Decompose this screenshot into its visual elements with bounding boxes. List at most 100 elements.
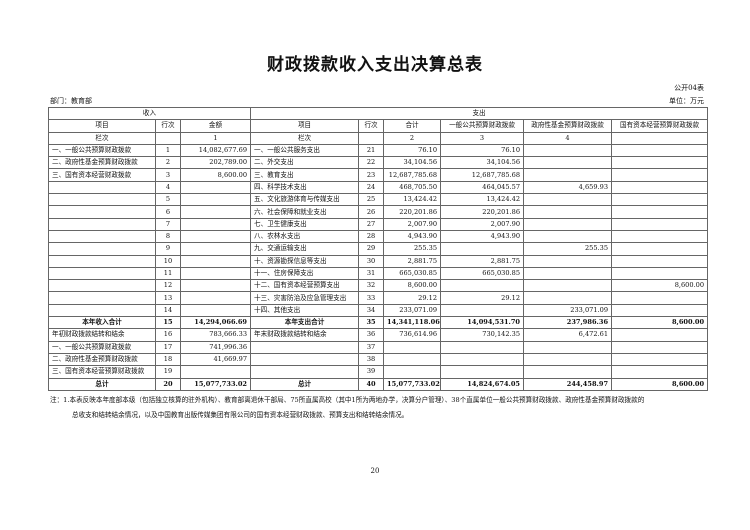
income-line-cell: 18 <box>155 352 181 367</box>
total-cell <box>383 352 442 367</box>
expense-line-cell: 30 <box>358 254 385 268</box>
govfund-cell <box>523 340 613 354</box>
total-cell: 255.35 <box>383 242 442 256</box>
expense-item-header: 项目 <box>250 119 360 133</box>
govfund-header: 政府性基金预算财政拨款 <box>523 119 613 133</box>
income-item-cell <box>48 279 156 293</box>
total-cell: 8,600.00 <box>383 279 442 293</box>
income-amount-cell <box>179 266 252 281</box>
income-amount-cell <box>179 242 252 256</box>
general-cell: 665,030.85 <box>440 266 525 281</box>
govfund-cell <box>523 217 613 231</box>
unit-label: 单位：万元 <box>669 97 704 105</box>
income-line-cell: 2 <box>155 156 181 170</box>
stateown-cell <box>611 180 709 195</box>
stateown-cell: 8,600.00 <box>611 316 709 330</box>
govfund-cell <box>523 168 613 182</box>
income-item-header: 项目 <box>48 119 156 133</box>
income-line-cell: 13 <box>155 291 181 305</box>
income-item-cell: 二、政府性基金预算财政拨款 <box>48 352 156 367</box>
stateown-cell <box>611 156 709 170</box>
income-line-cell: 8 <box>155 229 181 244</box>
footnote: 注：1.本表反映本年度部本级（包括独立核算的驻外机构）、教育部离退休干部局、75… <box>50 393 710 423</box>
total-cell: 15,077,733.02 <box>383 377 442 391</box>
expense-line-cell: 33 <box>358 291 385 305</box>
total-cell: 34,104.56 <box>383 156 442 170</box>
income-item-cell: 三、国有资本经营财政拨款 <box>48 168 156 182</box>
income-amount-cell: 783,666.33 <box>179 328 252 342</box>
govfund-cell: 6,472.61 <box>523 328 613 342</box>
income-item-cell: 年初财政拨款结转和结余 <box>48 328 156 342</box>
income-item-cell: 总计 <box>48 377 156 391</box>
column-number-row: 栏次 1 栏次 2 3 4 <box>48 131 709 145</box>
col-number: 3 <box>440 131 525 145</box>
govfund-cell <box>523 291 613 305</box>
govfund-cell: 255.35 <box>523 242 613 256</box>
table-row: 年初财政拨款结转和结余 16 783,666.33 年末财政拨款结转和结余 36 736,… <box>48 328 709 342</box>
income-item-cell <box>48 242 156 256</box>
govfund-cell: 237,986.36 <box>523 316 613 330</box>
col-label: 栏次 <box>48 131 156 145</box>
stateown-cell <box>611 217 709 231</box>
total-cell: 2,007.90 <box>383 217 442 231</box>
expense-item-cell: 十二、国有资本经营预算支出 <box>250 279 360 293</box>
income-amount-cell <box>179 365 252 379</box>
income-line-cell: 11 <box>155 266 181 281</box>
expense-item-cell: 八、农林水支出 <box>250 229 360 244</box>
income-header: 收入 <box>47 106 252 121</box>
expense-item-cell: 十、资源勘探信息等支出 <box>250 254 360 268</box>
expense-line-cell: 40 <box>358 377 385 391</box>
income-line-cell: 16 <box>155 328 181 342</box>
income-item-cell <box>48 266 156 281</box>
general-cell: 4,943.90 <box>440 229 525 244</box>
stateown-cell <box>611 328 709 342</box>
income-amount-cell <box>179 291 252 305</box>
general-cell: 12,687,785.68 <box>440 168 525 182</box>
group-header-row: 收入 支出 <box>47 106 709 121</box>
income-item-cell <box>48 217 156 231</box>
income-line-cell: 17 <box>155 340 181 354</box>
income-amount-cell: 14,082,677.69 <box>179 143 252 158</box>
department-label: 部门：教育部 <box>50 97 92 105</box>
general-cell <box>440 352 525 367</box>
govfund-cell: 233,071.09 <box>523 303 613 318</box>
expense-line-cell: 39 <box>358 365 385 379</box>
amount-header: 金额 <box>179 119 252 133</box>
general-header: 一般公共预算财政拨款 <box>440 119 525 133</box>
income-line-cell: 19 <box>155 365 181 379</box>
income-line-cell: 10 <box>155 254 181 268</box>
govfund-cell <box>523 193 613 207</box>
col-number: 2 <box>383 131 442 145</box>
stateown-cell <box>611 365 709 379</box>
expense-item-cell: 四、科学技术支出 <box>250 180 360 195</box>
expense-item-cell <box>250 365 360 379</box>
income-item-cell <box>48 291 156 305</box>
income-amount-cell <box>179 180 252 195</box>
general-cell <box>440 279 525 293</box>
income-item-cell: 一、一般公共预算财政拨款 <box>48 340 156 354</box>
income-amount-cell: 15,077,733.02 <box>179 377 252 391</box>
table-row: 4 四、科学技术支出 24 468,705.50 464,045.57 4,659.93 <box>48 180 709 195</box>
expense-item-cell: 年末财政拨款结转和结余 <box>250 328 360 342</box>
table-row: 11 十一、住房保障支出 31 665,030.85 665,030.85 <box>48 266 709 281</box>
general-cell <box>440 242 525 256</box>
total-cell: 468,705.50 <box>383 180 442 195</box>
col-label: 栏次 <box>250 131 360 145</box>
govfund-cell <box>523 205 613 219</box>
table-row: 13 十三、灾害防治及应急管理支出 33 29.12 29.12 <box>48 291 709 305</box>
table-row: 二、政府性基金预算财政拨款 2 202,789.00 二、外交支出 22 34,104.5… <box>48 156 709 170</box>
table-row: 9 九、交通运输支出 29 255.35 255.35 <box>48 242 709 256</box>
total-cell <box>383 340 442 354</box>
empty-cell <box>358 131 385 145</box>
income-line-cell: 1 <box>155 143 181 158</box>
income-line-cell: 7 <box>155 217 181 231</box>
total-cell: 29.12 <box>383 291 442 305</box>
stateown-cell: 8,600.00 <box>611 377 709 391</box>
income-item-cell: 一、一般公共预算财政拨款 <box>48 143 156 158</box>
total-cell: 220,201.86 <box>383 205 442 219</box>
income-item-cell: 二、政府性基金预算财政拨款 <box>48 156 156 170</box>
expense-item-cell: 总计 <box>250 377 360 391</box>
expense-line-cell: 35 <box>358 316 385 330</box>
form-number: 公开04表 <box>674 84 704 92</box>
